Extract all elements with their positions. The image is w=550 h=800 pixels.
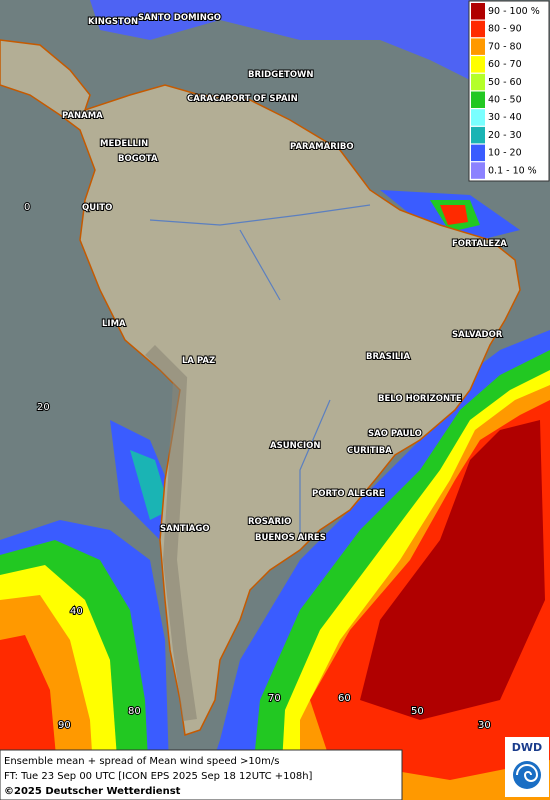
footer-text: FT: Tue 23 Sep 00 UTC [ICON EPS 2025 Sep…: [4, 771, 313, 782]
city-label: LA PAZ: [182, 356, 215, 366]
legend: 90 - 100 % 80 - 90 70 - 80 60 - 70 50 - 60 40…: [468, 0, 550, 182]
legend-swatch: [471, 3, 485, 20]
grid-labels: 0 20 40 90 80 70 60 50 30: [23, 201, 492, 732]
legend-swatch: [471, 162, 485, 179]
andes: [145, 345, 197, 721]
lon-label: 60: [338, 693, 351, 704]
lat-label: 0: [24, 202, 30, 213]
legend-label: 90 - 100 %: [488, 6, 540, 17]
footer-box: [0, 749, 403, 800]
logo-text: DWD: [512, 741, 542, 754]
city-label: CURITIBA: [347, 446, 392, 456]
legend-swatch: [471, 126, 485, 144]
legend-swatch: [471, 56, 485, 73]
city-label: BRASILIA: [366, 352, 410, 362]
lon-label: 50: [411, 706, 424, 717]
legend-swatch: [471, 91, 485, 108]
footer-text: Ensemble mean + spread of Mean wind spee…: [4, 756, 279, 767]
legend-swatch: [471, 144, 485, 162]
legend-label: 0.1 - 10 %: [488, 165, 537, 176]
city-label: PANAMA: [62, 111, 103, 121]
city-label: BUENOS AIRES: [255, 533, 326, 543]
city-label: PORT OF SPAIN: [225, 94, 298, 104]
lon-label: 90: [58, 720, 71, 731]
city-label: ASUNCION: [270, 441, 320, 451]
legend-swatch: [471, 38, 485, 55]
city-label: PARAMARIBO: [290, 142, 354, 152]
legend-label: 70 - 80: [488, 41, 522, 52]
city-label: PORTO ALEGRE: [312, 489, 385, 499]
city-label: KINGSTON: [88, 17, 138, 27]
city-label: SAO PAULO: [368, 429, 422, 439]
city-label: SANTO DOMINGO: [138, 13, 221, 23]
legend-swatch: [471, 109, 485, 126]
rivers: [149, 204, 371, 540]
legend-swatch: [471, 73, 485, 91]
lon-label: 30: [478, 720, 491, 731]
city-label: QUITO: [82, 203, 112, 213]
legend-label: 60 - 70: [488, 59, 522, 70]
legend-label: 50 - 60: [488, 77, 522, 88]
lon-label: 80: [128, 706, 141, 717]
city-labels: KINGSTON SANTO DOMINGOBRIDGETOWNCARACASPO…: [61, 12, 508, 544]
city-label: FORTALEZA: [452, 239, 507, 249]
lat-label: 20: [37, 402, 50, 413]
legend-label: 10 - 20: [488, 148, 522, 159]
footer-copyright: ©2025 Deutscher Wetterdienst: [4, 786, 181, 797]
city-label: LIMA: [102, 319, 126, 329]
city-label: ROSARIO: [248, 517, 291, 527]
legend-label: 20 - 30: [488, 130, 522, 141]
legend-label: 80 - 90: [488, 24, 522, 35]
city-label: MEDELLIN: [100, 139, 148, 149]
city-label: BOGOTA: [118, 154, 158, 164]
city-label: BELO HORIZONTE: [378, 394, 462, 404]
logo-swirl: [516, 764, 539, 782]
lat-label: 40: [70, 606, 83, 617]
legend-label: 30 - 40: [488, 112, 522, 123]
city-label: CARACAS: [187, 94, 232, 104]
city-label: BRIDGETOWN: [248, 70, 314, 80]
continent: [0, 39, 521, 736]
legend-swatch: [471, 20, 485, 38]
city-label: SALVADOR: [452, 330, 503, 340]
city-label: SANTIAGO: [160, 524, 210, 534]
legend-label: 40 - 50: [488, 95, 522, 106]
lon-label: 70: [268, 693, 281, 704]
